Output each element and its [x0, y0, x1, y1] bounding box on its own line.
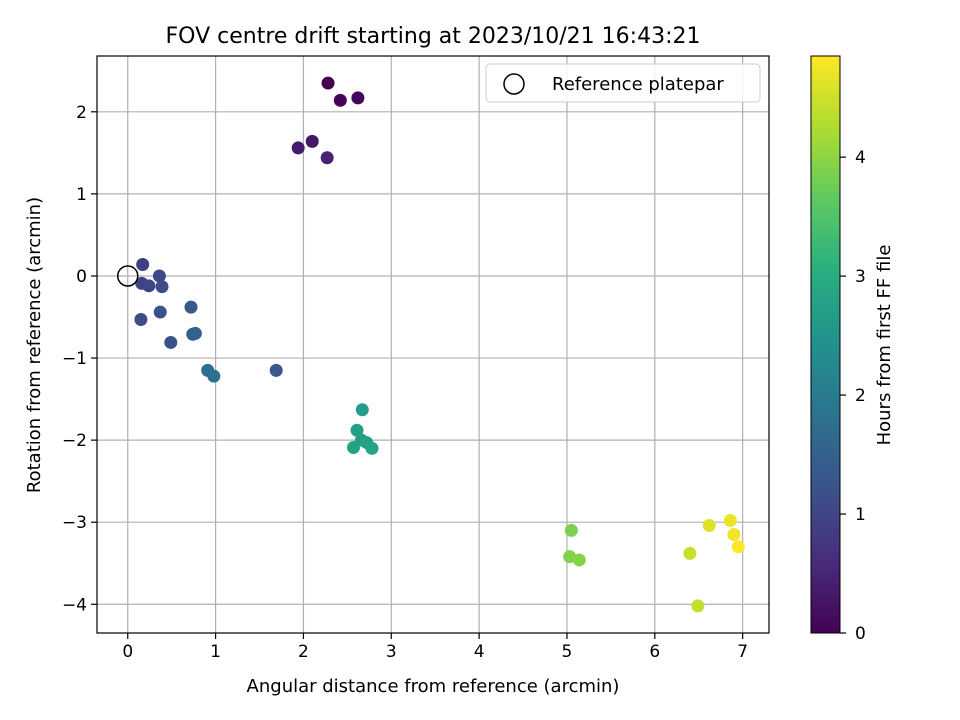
data-point: [683, 546, 697, 560]
reference-platepar-marker: [116, 265, 139, 287]
x-tick-label: 6: [649, 642, 660, 662]
plot-area-frame: [96, 55, 770, 634]
data-point: [702, 518, 716, 532]
data-point: [207, 369, 221, 383]
data-point: [320, 151, 334, 165]
data-point: [365, 441, 379, 455]
data-point: [269, 363, 283, 377]
colorbar: [810, 55, 841, 634]
y-tick-label: 2: [76, 103, 87, 123]
data-point: [351, 91, 365, 105]
x-axis-label: Angular distance from reference (arcmin): [247, 676, 620, 697]
scatter-points: [116, 76, 745, 613]
data-point: [153, 305, 167, 319]
reference-marker-icon: [503, 73, 525, 95]
data-point: [134, 312, 148, 326]
y-tick-label: −4: [62, 595, 87, 615]
colorbar-tick-label: 0: [855, 624, 866, 644]
x-tick-label: 1: [210, 642, 221, 662]
colorbar-tick-label: 3: [855, 267, 866, 287]
data-point: [731, 540, 745, 554]
colorbar-tick-label: 1: [855, 505, 866, 525]
x-tick-label: 0: [122, 642, 133, 662]
x-tick-label: 2: [298, 642, 309, 662]
data-point: [136, 257, 150, 271]
y-axis-label: Rotation from reference (arcmin): [24, 197, 45, 493]
data-point: [727, 528, 741, 542]
data-point: [691, 599, 705, 613]
legend-entry-reference: Reference platepar: [552, 74, 724, 95]
data-point: [305, 134, 319, 148]
data-point: [333, 93, 347, 107]
grid-lines: [97, 56, 769, 633]
colorbar-ticks: 0 1 2 3 4: [840, 148, 866, 644]
x-tick-label: 5: [562, 642, 573, 662]
colorbar-tick-label: 4: [855, 148, 866, 168]
colorbar-label: Hours from first FF file: [874, 245, 895, 446]
data-point: [164, 335, 178, 349]
axis-ticks: 0 1 2 3 4 5 6 7 −4 −3 −2 −1 0 1 2: [62, 103, 748, 662]
data-point: [350, 423, 364, 437]
data-point: [184, 300, 198, 314]
y-tick-label: −2: [62, 431, 87, 451]
y-tick-label: 0: [76, 267, 87, 287]
data-point: [152, 269, 166, 283]
data-point: [355, 403, 369, 417]
data-point: [142, 279, 156, 293]
data-point: [188, 326, 202, 340]
x-tick-label: 4: [474, 642, 485, 662]
data-point: [564, 523, 578, 537]
y-tick-label: 1: [76, 185, 87, 205]
colorbar-tick-label: 2: [855, 386, 866, 406]
data-point: [291, 141, 305, 155]
legend-box: [485, 63, 761, 103]
x-tick-label: 7: [737, 642, 748, 662]
data-point: [723, 514, 737, 528]
y-tick-label: −1: [62, 349, 87, 369]
data-point: [347, 441, 361, 455]
data-point: [572, 553, 586, 567]
data-point: [155, 280, 169, 294]
chart-title: FOV centre drift starting at 2023/10/21 …: [166, 24, 701, 49]
y-tick-label: −3: [62, 513, 87, 533]
x-tick-label: 3: [386, 642, 397, 662]
data-point: [321, 76, 335, 90]
legend: Reference platepar: [485, 63, 761, 103]
